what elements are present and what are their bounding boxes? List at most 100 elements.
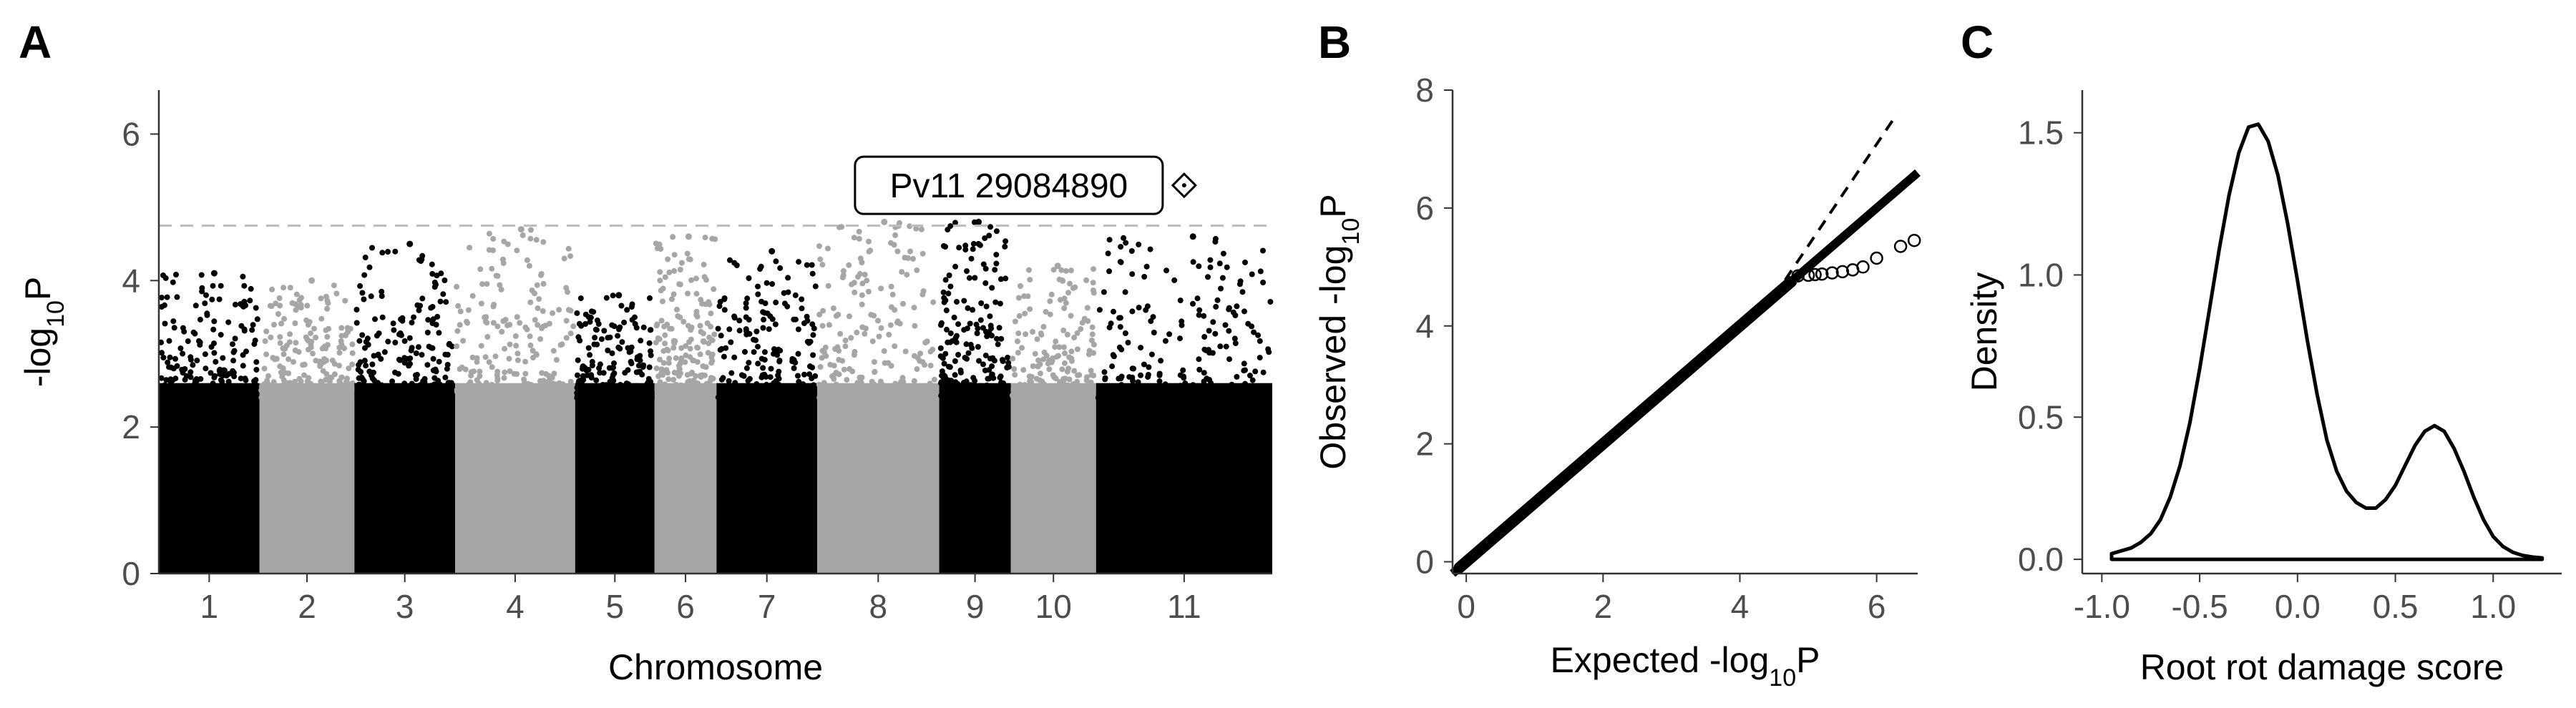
chr-4-point — [532, 290, 537, 297]
chr-8-point — [816, 381, 822, 388]
chr-9-point — [942, 350, 949, 357]
chr-9-point — [997, 373, 1004, 380]
chr-1-point — [243, 348, 249, 355]
chr-4-point — [567, 308, 574, 314]
chr-11-point — [1257, 338, 1263, 344]
chr-7-point — [718, 345, 725, 352]
chr-9-point — [940, 289, 947, 295]
chr-11-point — [1140, 388, 1146, 394]
chr-9-point — [984, 333, 990, 340]
chr-1-point — [208, 370, 214, 376]
chr-9-point — [982, 387, 988, 393]
chr-8-point — [894, 248, 901, 255]
chr-5-point — [627, 394, 633, 400]
chr-2-point — [281, 315, 288, 322]
chr-10-point — [1091, 290, 1097, 296]
chr-9-point — [998, 335, 1005, 342]
chr-8-point — [913, 225, 919, 232]
chr-1-point — [170, 365, 177, 372]
chr-3-point — [390, 320, 396, 327]
chr-9-point — [986, 232, 992, 239]
chr-8-point — [854, 329, 860, 335]
chr-7-point — [767, 374, 774, 380]
chr-7-point — [791, 390, 797, 396]
chr-8-point — [835, 395, 841, 401]
chr-1-point — [192, 381, 198, 387]
chr-6-point — [670, 291, 677, 298]
chr-10-point — [1060, 344, 1067, 350]
x-tick-label: 0.0 — [2275, 588, 2321, 625]
chr-3-point — [375, 388, 381, 394]
chr-2-point — [321, 356, 328, 362]
chr-3-point — [401, 391, 407, 398]
chr-11-point — [1148, 318, 1154, 324]
chr-4-point — [511, 370, 517, 377]
chr-1-point — [167, 354, 173, 360]
chr-7-point — [798, 392, 804, 398]
chr-9-point — [944, 326, 950, 333]
chr-3-point — [444, 395, 450, 401]
chr-2-point — [349, 361, 356, 368]
chr-3-point — [357, 359, 364, 365]
chr-10-point — [1010, 355, 1016, 362]
qq-point — [1825, 266, 1839, 280]
chr-9-point — [963, 341, 970, 348]
chr-6-point — [688, 277, 695, 283]
chr-11-point — [1165, 393, 1171, 399]
chr-8-point — [857, 271, 863, 277]
chr-10-point — [1065, 290, 1071, 296]
chr-7-point — [773, 258, 779, 265]
chr-6-point — [697, 323, 703, 329]
chr-10-point — [1063, 267, 1069, 274]
chr-1-point — [204, 310, 210, 317]
chr-7-point — [760, 325, 766, 331]
panel-b-label: B — [1318, 16, 1352, 68]
chr-5-point — [589, 363, 595, 368]
chr-8-point — [846, 395, 852, 401]
chr-1-point — [211, 350, 218, 356]
chr-6-point — [684, 372, 691, 378]
chr-3-point — [361, 358, 368, 364]
chr-2-point — [277, 334, 283, 340]
chr-8-point — [818, 389, 824, 395]
chr-11-point — [1178, 393, 1184, 400]
chr-4-point — [543, 370, 550, 377]
chr-6-point — [697, 351, 703, 358]
chr-6-point — [709, 235, 716, 242]
chr-9-point — [986, 367, 992, 373]
chr-2-point — [326, 393, 333, 400]
chr-10-point — [1047, 311, 1053, 318]
chr-4-point — [527, 227, 534, 233]
chr-1-point — [199, 288, 205, 295]
chr-11-point — [1110, 352, 1116, 358]
chr-7-point — [726, 385, 732, 391]
chr-4-point — [527, 333, 533, 340]
chr-3-point — [399, 315, 406, 321]
chr-2-point — [262, 338, 268, 344]
chr-8-point — [865, 288, 872, 295]
chr-7-point — [781, 300, 788, 307]
chr-4-point — [502, 385, 509, 392]
chr-4-point — [533, 237, 540, 243]
chr-4-point — [546, 377, 552, 383]
chr-7-point — [717, 385, 723, 391]
chr-7-point — [809, 364, 816, 370]
chr-11-point — [1145, 372, 1151, 378]
chr-6-point — [671, 252, 678, 258]
chr-7-dense-points — [716, 383, 818, 574]
chr-11-point — [1230, 309, 1236, 315]
chr-10-point — [1083, 385, 1090, 391]
chr-6-point — [657, 379, 663, 385]
chr-11-point — [1251, 393, 1257, 400]
chr-6-point — [662, 332, 668, 338]
chr-1-point — [166, 338, 172, 344]
chr-2-point — [280, 351, 287, 358]
chr-4-point — [511, 388, 517, 395]
qq-point — [1808, 267, 1822, 282]
chr-9-point — [970, 307, 976, 313]
chr-2-point — [268, 388, 275, 395]
chr-4-point — [454, 328, 461, 334]
chr-3-point — [409, 345, 415, 351]
chr-9-point — [992, 267, 998, 273]
chr-3-point — [379, 288, 385, 295]
